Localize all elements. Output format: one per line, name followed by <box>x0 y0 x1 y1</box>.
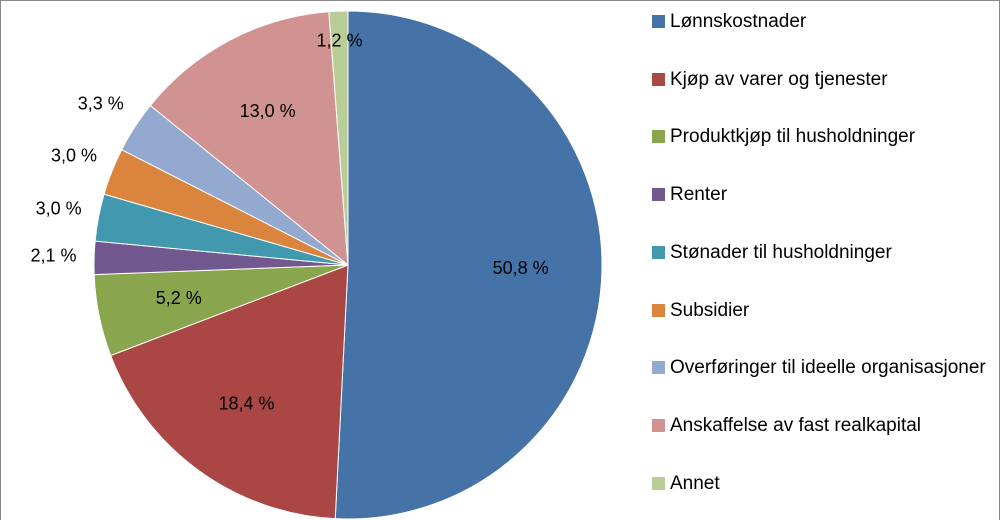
legend-swatch <box>652 303 665 317</box>
data-label: 50,8 % <box>493 258 549 278</box>
legend-swatch <box>652 361 665 375</box>
data-label: 5,2 % <box>156 288 202 308</box>
data-label: 2,1 % <box>30 245 76 265</box>
legend-label: Stønader til husholdninger <box>670 241 892 263</box>
data-label: 1,2 % <box>317 30 363 50</box>
legend-swatch <box>652 72 665 86</box>
pie-slice <box>334 10 603 520</box>
data-label: 3,3 % <box>78 94 124 114</box>
legend-swatch <box>652 130 665 144</box>
legend-item: Subsidier <box>652 299 992 322</box>
legend-label: Annet <box>670 472 720 494</box>
legend-item: Lønnskostnader <box>652 10 992 33</box>
legend-swatch <box>652 418 665 432</box>
legend-label: Anskaffelse av fast realkapital <box>670 414 922 436</box>
legend-item: Kjøp av varer og tjenester <box>652 68 992 91</box>
data-label: 3,0 % <box>51 145 97 165</box>
data-label: 13,0 % <box>240 101 296 121</box>
legend-item: Stønader til husholdninger <box>652 241 992 264</box>
pie-slice <box>328 10 349 266</box>
legend-item: Annet <box>652 472 992 495</box>
pie-slice <box>110 264 349 520</box>
legend-label: Overføringer til ideelle organisasjoner <box>670 357 986 379</box>
legend-label: Subsidier <box>670 299 750 321</box>
data-label: 18,4 % <box>218 393 274 413</box>
legend-swatch <box>652 476 665 490</box>
legend-label: Lønnskostnader <box>670 11 807 32</box>
legend-swatch <box>652 188 665 202</box>
legend-swatch <box>652 15 665 28</box>
legend-item: Produktkjøp til husholdninger <box>652 125 992 148</box>
legend-label: Renter <box>670 184 728 206</box>
legend-item: Renter <box>652 183 992 206</box>
legend-item: Overføringer til ideelle organisasjoner <box>652 356 992 379</box>
data-label: 3,0 % <box>36 199 82 219</box>
legend-swatch <box>652 245 665 259</box>
legend-label: Produktkjøp til husholdninger <box>670 126 916 148</box>
pie-slice <box>149 11 349 267</box>
legend-item: Anskaffelse av fast realkapital <box>652 414 992 437</box>
legend-label: Kjøp av varer og tjenester <box>670 68 888 90</box>
